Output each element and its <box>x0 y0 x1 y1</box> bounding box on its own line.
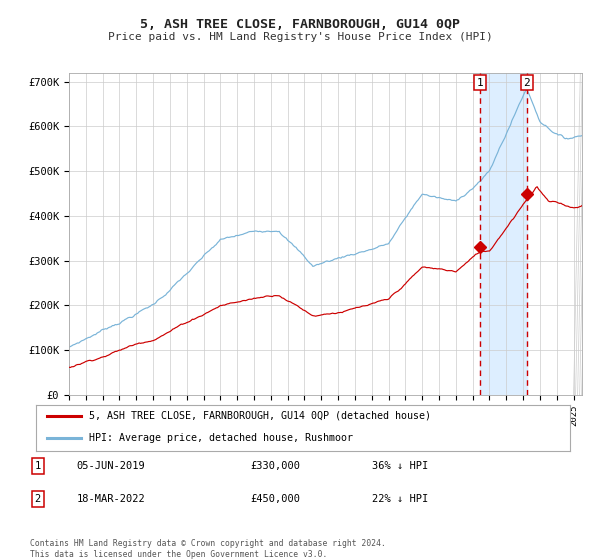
Text: 1: 1 <box>476 78 483 87</box>
Text: 18-MAR-2022: 18-MAR-2022 <box>76 494 145 504</box>
Text: 05-JUN-2019: 05-JUN-2019 <box>76 460 145 470</box>
Text: 5, ASH TREE CLOSE, FARNBOROUGH, GU14 0QP (detached house): 5, ASH TREE CLOSE, FARNBOROUGH, GU14 0QP… <box>89 411 431 421</box>
Text: Contains HM Land Registry data © Crown copyright and database right 2024.
This d: Contains HM Land Registry data © Crown c… <box>30 539 386 559</box>
Text: 36% ↓ HPI: 36% ↓ HPI <box>372 460 428 470</box>
Text: £330,000: £330,000 <box>250 460 301 470</box>
Text: HPI: Average price, detached house, Rushmoor: HPI: Average price, detached house, Rush… <box>89 433 353 443</box>
Text: 2: 2 <box>523 78 530 87</box>
Text: Price paid vs. HM Land Registry's House Price Index (HPI): Price paid vs. HM Land Registry's House … <box>107 32 493 43</box>
Text: 22% ↓ HPI: 22% ↓ HPI <box>372 494 428 504</box>
Bar <box>574 73 582 395</box>
Text: 1: 1 <box>35 460 41 470</box>
Text: £450,000: £450,000 <box>250 494 301 504</box>
Text: 2: 2 <box>35 494 41 504</box>
Text: 5, ASH TREE CLOSE, FARNBOROUGH, GU14 0QP: 5, ASH TREE CLOSE, FARNBOROUGH, GU14 0QP <box>140 18 460 31</box>
Bar <box>480 73 527 395</box>
